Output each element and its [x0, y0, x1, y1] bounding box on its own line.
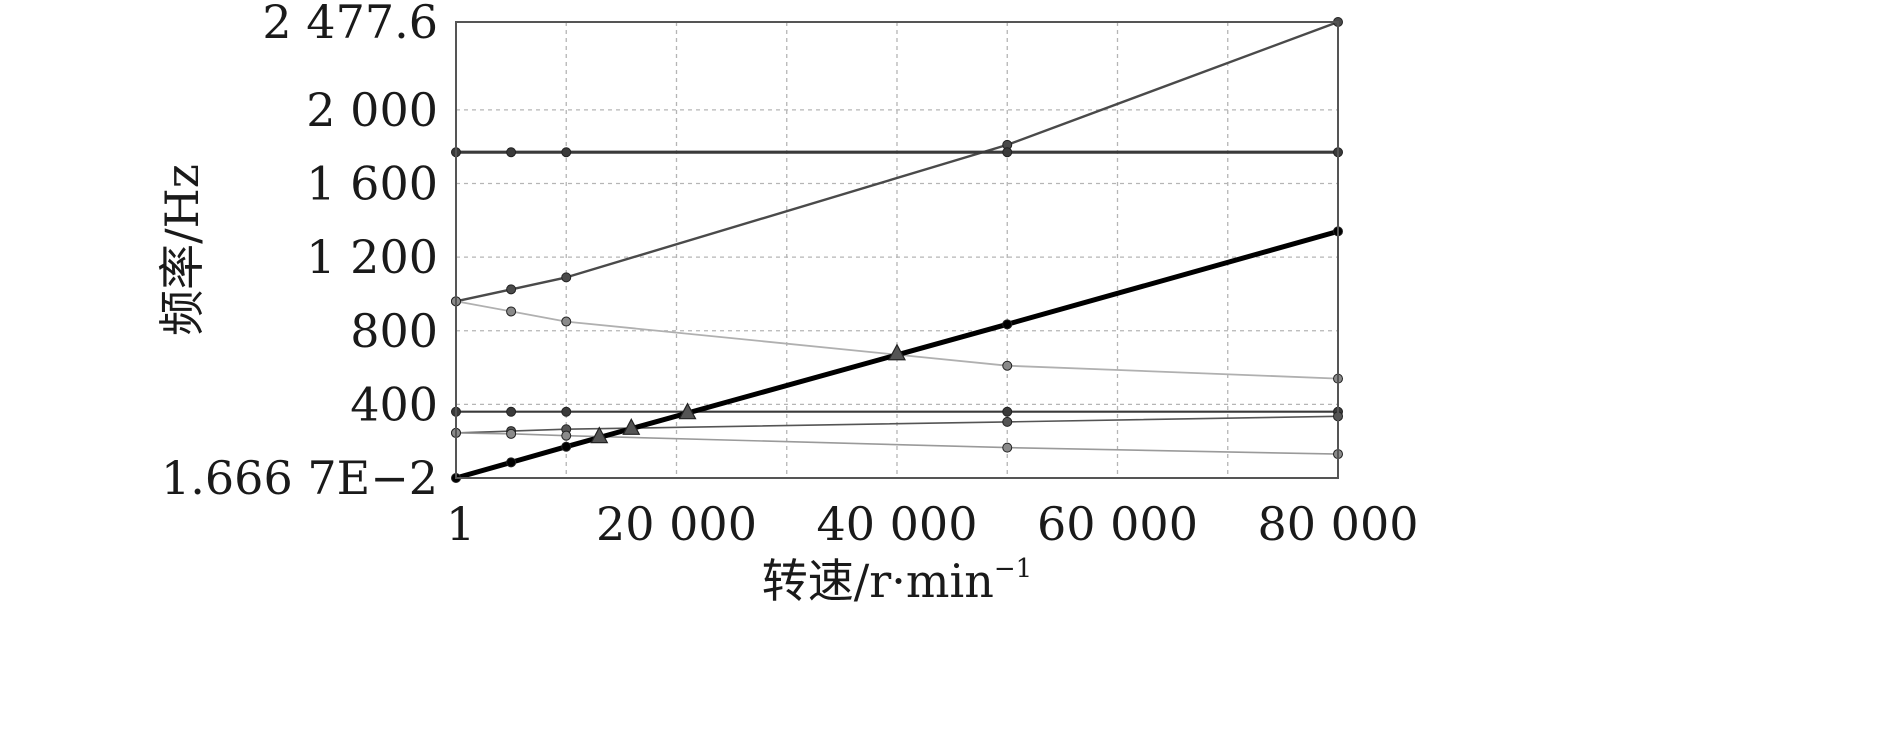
x-axis-label: 转速/r·min [762, 554, 994, 608]
y-axis-label: 频率/Hz [155, 164, 209, 336]
critical-speed-triangle [590, 426, 609, 444]
series-point [561, 316, 572, 327]
series-point [1002, 319, 1013, 330]
x-tick-label: 1 [446, 497, 475, 551]
series-point [506, 406, 517, 417]
critical-speed-triangle [678, 402, 697, 420]
x-axis-unit-exponent: −1 [994, 554, 1032, 584]
series-point [1002, 147, 1013, 158]
y-tick-label: 1 200 [306, 230, 438, 284]
series-point [1002, 406, 1013, 417]
x-tick-label: 60 000 [1037, 497, 1198, 551]
x-axis-title: 转速/r·min−1 [762, 554, 1032, 608]
x-tick-label: 20 000 [596, 497, 757, 551]
y-tick-label: 2 477.6 [262, 0, 438, 49]
series-point [506, 428, 517, 439]
x-tick-label: 40 000 [817, 497, 978, 551]
series-point [506, 284, 517, 295]
y-tick-label: 400 [350, 377, 438, 431]
grid-lines [456, 22, 1338, 478]
y-axis-title: 频率/Hz [155, 164, 209, 336]
critical-speed-triangle [887, 343, 906, 361]
x-tick-label: 80 000 [1258, 497, 1419, 551]
series-point [1002, 442, 1013, 453]
y-tick-label: 1 600 [306, 157, 438, 211]
series-point [561, 430, 572, 441]
y-tick-label: 2 000 [306, 83, 438, 137]
series-point [1002, 360, 1013, 371]
series-point [561, 147, 572, 158]
y-tick-label: 800 [350, 304, 438, 358]
series-point [506, 457, 517, 468]
series-point [561, 441, 572, 452]
critical-speed-triangle [622, 418, 641, 435]
series-point [561, 406, 572, 417]
series-point [506, 147, 517, 158]
plot-frame [455, 21, 1339, 479]
x-axis-ticks: 1 20 000 40 000 60 000 80 000 [446, 497, 1418, 551]
y-axis-ticks: 1.666 7E−2 400 800 1 200 1 600 2 000 2 477.6 [161, 0, 438, 505]
y-tick-label: 1.666 7E−2 [161, 451, 438, 505]
critical-speed-markers [590, 343, 906, 444]
series-point [1002, 416, 1013, 427]
series-point [506, 306, 517, 317]
series-point [561, 272, 572, 283]
